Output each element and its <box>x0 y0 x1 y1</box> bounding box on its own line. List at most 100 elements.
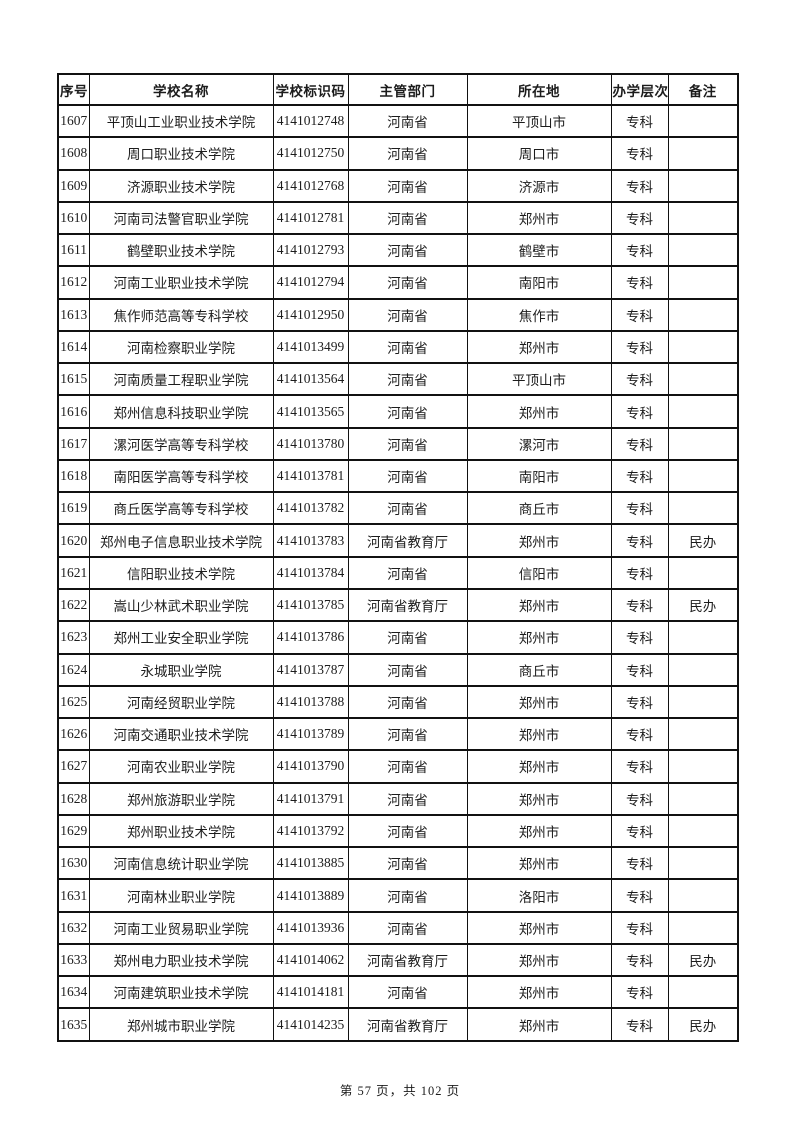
table-cell: 4141014181 <box>272 975 349 1010</box>
table-cell: 河南省 <box>347 362 468 397</box>
table-cell: 河南省 <box>347 813 468 849</box>
table-row: 1617 漯河医学高等专科学校 4141013780 河南省 漯河市 专科 <box>57 426 739 461</box>
table-row: 1626 河南交通职业技术学院 4141013789 河南省 郑州市 专科 <box>57 717 739 752</box>
table-cell: 4141013784 <box>272 555 349 590</box>
table-cell: 郑州旅游职业学院 <box>88 781 274 816</box>
table-cell: 专科 <box>610 426 669 461</box>
table-cell: 南阳医学高等专科学校 <box>88 458 274 494</box>
table-cell: 4141013786 <box>272 620 349 655</box>
table-cell: 洛阳市 <box>466 878 612 913</box>
table-cell: 1607 <box>57 103 90 139</box>
header-serial-number: 序号 <box>57 73 90 106</box>
table-row: 1628 郑州旅游职业学院 4141013791 河南省 郑州市 专科 <box>57 781 739 816</box>
table-cell: 民办 <box>667 1007 739 1042</box>
table-cell: 河南省 <box>347 781 468 816</box>
table-cell: 河南省 <box>347 846 468 881</box>
table-cell: 河南省 <box>347 910 468 945</box>
table-cell: 1617 <box>57 426 90 461</box>
table-row: 1633 郑州电力职业技术学院 4141014062 河南省教育厅 郑州市 专科 民办 <box>57 942 739 978</box>
table-cell: 河南省 <box>347 975 468 1010</box>
table-row: 1625 河南经贸职业学院 4141013788 河南省 郑州市 专科 <box>57 684 739 720</box>
table-cell: 4141013781 <box>272 458 349 494</box>
table-cell: 1622 <box>57 587 90 623</box>
table-cell: 专科 <box>610 394 669 429</box>
table-cell: 河南省 <box>347 103 468 139</box>
table-row: 1616 郑州信息科技职业学院 4141013565 河南省 郑州市 专科 <box>57 394 739 429</box>
table-cell: 1615 <box>57 362 90 397</box>
table-cell: 1628 <box>57 781 90 816</box>
table-cell: 济源市 <box>466 168 612 203</box>
table-cell: 信阳市 <box>466 555 612 590</box>
table-cell: 4141014235 <box>272 1007 349 1042</box>
table-cell: 南阳市 <box>466 458 612 494</box>
table-cell: 河南省 <box>347 297 468 332</box>
table-cell: 1621 <box>57 555 90 590</box>
table-cell: 1616 <box>57 394 90 429</box>
table-cell: 专科 <box>610 1007 669 1042</box>
table-cell: 1618 <box>57 458 90 494</box>
table-row: 1627 河南农业职业学院 4141013790 河南省 郑州市 专科 <box>57 749 739 784</box>
table-cell <box>667 684 739 720</box>
table-row: 1608 周口职业技术学院 4141012750 河南省 周口市 专科 <box>57 136 739 171</box>
table-cell: 郑州市 <box>466 587 612 623</box>
table-cell: 河南省 <box>347 200 468 236</box>
table-cell: 4141013780 <box>272 426 349 461</box>
table-cell: 专科 <box>610 491 669 526</box>
table-cell: 专科 <box>610 813 669 849</box>
table-row: 1635 郑州城市职业学院 4141014235 河南省教育厅 郑州市 专科 民办 <box>57 1007 739 1042</box>
table-cell: 郑州市 <box>466 717 612 752</box>
table-cell: 专科 <box>610 910 669 945</box>
table-cell: 4141012781 <box>272 200 349 236</box>
table-cell: 河南省 <box>347 652 468 687</box>
table-row: 1634 河南建筑职业技术学院 4141014181 河南省 郑州市 专科 <box>57 975 739 1010</box>
header-remarks: 备注 <box>667 73 739 106</box>
table-cell: 河南工业职业技术学院 <box>88 265 274 300</box>
table-cell <box>667 910 739 945</box>
table-cell: 平顶山市 <box>466 103 612 139</box>
table-cell <box>667 426 739 461</box>
table-cell: 郑州市 <box>466 910 612 945</box>
table-cell: 民办 <box>667 523 739 558</box>
table-cell: 1613 <box>57 297 90 332</box>
table-cell: 河南经贸职业学院 <box>88 684 274 720</box>
table-row: 1607 平顶山工业职业技术学院 4141012748 河南省 平顶山市 专科 <box>57 103 739 139</box>
table-cell <box>667 781 739 816</box>
table-cell: 郑州市 <box>466 684 612 720</box>
table-cell <box>667 717 739 752</box>
table-row: 1629 郑州职业技术学院 4141013792 河南省 郑州市 专科 <box>57 813 739 849</box>
table-cell <box>667 458 739 494</box>
header-education-level: 办学层次 <box>610 73 669 106</box>
table-cell: 郑州市 <box>466 200 612 236</box>
table-row: 1621 信阳职业技术学院 4141013784 河南省 信阳市 专科 <box>57 555 739 590</box>
table-cell: 4141013885 <box>272 846 349 881</box>
table-cell: 平顶山市 <box>466 362 612 397</box>
table-cell: 专科 <box>610 523 669 558</box>
table-cell: 1626 <box>57 717 90 752</box>
table-cell: 商丘市 <box>466 652 612 687</box>
table-cell: 1624 <box>57 652 90 687</box>
table-header-row: 序号 学校名称 学校标识码 主管部门 所在地 办学层次 备注 <box>57 73 739 106</box>
table-cell <box>667 620 739 655</box>
table-cell: 河南林业职业学院 <box>88 878 274 913</box>
table-cell: 河南省 <box>347 329 468 365</box>
table-cell <box>667 329 739 365</box>
table-cell: 郑州市 <box>466 523 612 558</box>
table-cell: 郑州职业技术学院 <box>88 813 274 849</box>
table-cell: 1631 <box>57 878 90 913</box>
table-cell: 专科 <box>610 136 669 171</box>
table-row: 1610 河南司法警官职业学院 4141012781 河南省 郑州市 专科 <box>57 200 739 236</box>
table-cell: 焦作市 <box>466 297 612 332</box>
table-cell: 专科 <box>610 878 669 913</box>
table-cell: 河南省 <box>347 394 468 429</box>
school-list-table: 序号 学校名称 学校标识码 主管部门 所在地 办学层次 备注 1607 平顶山工业… <box>57 73 739 1042</box>
table-cell: 1610 <box>57 200 90 236</box>
table-cell: 专科 <box>610 200 669 236</box>
table-cell: 专科 <box>610 362 669 397</box>
table-cell: 河南省 <box>347 491 468 526</box>
table-cell: 永城职业学院 <box>88 652 274 687</box>
table-row: 1611 鹤壁职业技术学院 4141012793 河南省 鹤壁市 专科 <box>57 233 739 268</box>
table-cell: 专科 <box>610 103 669 139</box>
header-location: 所在地 <box>466 73 612 106</box>
table-cell <box>667 878 739 913</box>
table-cell: 郑州市 <box>466 329 612 365</box>
